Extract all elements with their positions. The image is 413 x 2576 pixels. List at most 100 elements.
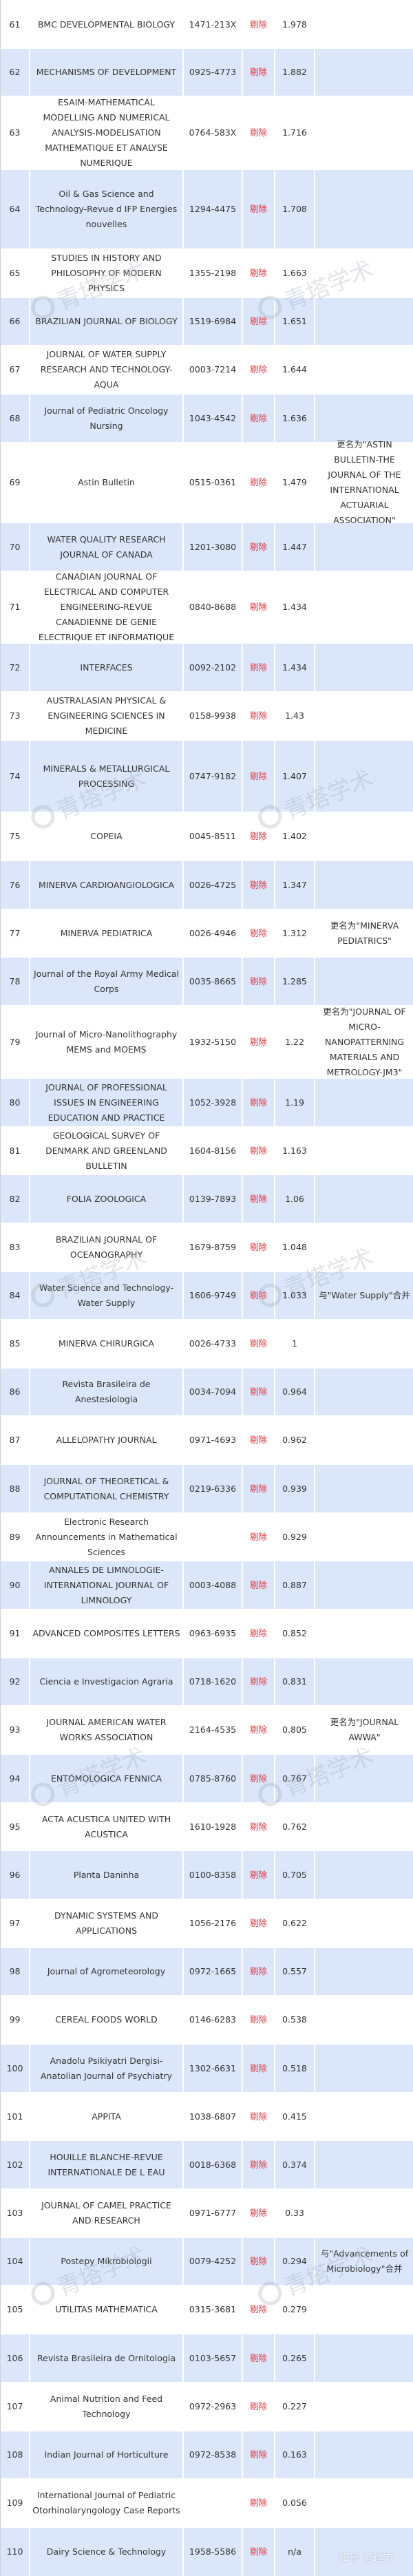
table-row: 63 ESAIM-MATHEMATICAL MODELLING AND NUMER… (1, 96, 413, 170)
issn: 1056-2176 (189, 1918, 237, 1928)
action-label: 剔除 (243, 1755, 274, 1802)
row-number: 99 (9, 2014, 21, 2025)
row-number: 71 (9, 602, 21, 612)
action-label: 剔除 (249, 1628, 267, 1638)
impact-factor: 0.33 (285, 2208, 304, 2218)
action-label: 剔除 (249, 364, 267, 374)
impact-factor: 0.962 (282, 1435, 307, 1445)
table-row: 81 GEOLOGICAL SURVEY OF DENMARK AND GREEN… (1, 1126, 413, 1175)
impact-factor: 1.163 (282, 1145, 307, 1156)
action-label: 剔除 (249, 927, 267, 938)
issn: 0219-6336 (184, 1465, 242, 1512)
journal-title: UTILITAS MATHEMATICA (55, 2304, 158, 2314)
note (315, 1465, 413, 1512)
impact-factor: 1.347 (275, 861, 314, 909)
row-number: 62 (1, 49, 29, 96)
issn: 2164-4535 (189, 1724, 237, 1735)
row-number: 73 (9, 710, 21, 721)
table-row: 103 JOURNAL OF CAMEL PRACTICE AND RESEARC… (1, 2188, 413, 2238)
note: 更名为"MINERVA PEDIATRICS" (330, 920, 399, 946)
table-row: 93 JOURNAL AMERICAN WATER WORKS ASSOCIATI… (1, 1705, 413, 1755)
impact-factor: 1 (292, 1338, 297, 1349)
note (315, 1658, 413, 1705)
impact-factor: 0.163 (275, 2431, 314, 2478)
journal-title: COPEIA (90, 831, 123, 841)
impact-factor: 1.978 (282, 19, 307, 30)
journal-title: APPITA (92, 2111, 121, 2122)
journal-title: MINERALS & METALLURGICAL PROCESSING (30, 741, 182, 812)
row-number: 68 (1, 394, 29, 442)
issn: 1519-6984 (184, 298, 242, 345)
journal-title: JOURNAL OF THEORETICAL & COMPUTATIONAL C… (30, 1465, 182, 1512)
action-label: 剔除 (243, 49, 274, 96)
journal-title: INTERFACES (30, 644, 182, 691)
journal-title: Anadolu Psikiyatri Dergisi-Anatolian Jou… (30, 2045, 182, 2092)
action-label: 剔除 (249, 602, 267, 612)
impact-factor: 0.767 (275, 1755, 314, 1802)
impact-factor: 0.415 (282, 2111, 307, 2122)
impact-factor: 1.651 (275, 298, 314, 345)
journal-title: Journal of the Royal Army Medical Corps (30, 958, 182, 1005)
issn: 0785-8760 (184, 1755, 242, 1802)
journal-title: Animal Nutrition and Feed Technology (50, 2394, 163, 2419)
note (315, 2431, 413, 2478)
note: 更名为"ASTIN BULLETIN-THE JOURNAL OF THE IN… (328, 439, 401, 525)
note (315, 2092, 413, 2141)
journal-title: Oil & Gas Science and Technology-Revue d… (30, 170, 182, 249)
note (315, 1802, 413, 1851)
note (315, 1126, 413, 1175)
action-label: 剔除 (243, 1369, 274, 1415)
issn: 1201-3080 (184, 523, 242, 571)
journal-title: ENTOMOLOGICA FENNICA (30, 1755, 182, 1802)
note (315, 345, 413, 394)
impact-factor: 0.279 (282, 2304, 307, 2314)
table-row: 82 FOLIA ZOOLOGICA 0139-7893 剔除 1.06 (1, 1175, 413, 1223)
journal-title: HOUILLE BLANCHE-REVUE INTERNATIONALE DE … (30, 2141, 182, 2188)
note (315, 49, 413, 96)
issn: 0103-5657 (184, 2334, 242, 2382)
journal-title: Journal of Agrometeorology (30, 1948, 182, 1995)
table-row: 100 Anadolu Psikiyatri Dergisi-Anatolian … (1, 2045, 413, 2092)
journal-title: Revista Brasileira de Ornitologia (30, 2334, 182, 2382)
action-label: 剔除 (243, 2141, 274, 2188)
journal-title: BRAZILIAN JOURNAL OF OCEANOGRAPHY (55, 1234, 158, 1260)
action-label: 剔除 (249, 1435, 267, 1445)
table-row: 102 HOUILLE BLANCHE-REVUE INTERNATIONALE … (1, 2141, 413, 2188)
journal-title: Postepy Mikrobiologii (30, 2238, 182, 2285)
table-row: 90 ANNALES DE LIMNOLOGIE-INTERNATIONAL JO… (1, 1561, 413, 1609)
row-number: 86 (1, 1369, 29, 1415)
note (315, 571, 413, 644)
action-label: 剔除 (243, 394, 274, 442)
note (315, 2478, 413, 2528)
note: 更名为"JOURNAL OF MICRO-NANOPATTERNING MATE… (323, 1006, 406, 1077)
issn: 0026-4725 (184, 861, 242, 909)
issn: 1606-9749 (184, 1272, 242, 1319)
impact-factor: 1.663 (282, 268, 307, 278)
journal-title: Planta Daninha (30, 1851, 182, 1899)
impact-factor: 0.705 (275, 1851, 314, 1899)
journal-title: JOURNAL AMERICAN WATER WORKS ASSOCIATION (46, 1717, 167, 1742)
issn (184, 2478, 242, 2528)
action-label: 剔除 (243, 1851, 274, 1899)
issn: 0972-8538 (184, 2431, 242, 2478)
impact-factor: 1.19 (275, 1079, 314, 1126)
journal-title: CEREAL FOODS WORLD (55, 2014, 158, 2025)
impact-factor: 0.831 (275, 1658, 314, 1705)
action-label: 剔除 (243, 861, 274, 909)
note (315, 2141, 413, 2188)
note (315, 1079, 413, 1126)
impact-factor: 0.762 (282, 1821, 307, 1832)
note (315, 2334, 413, 2382)
journal-title: BMC DEVELOPMENTAL BIOLOGY (37, 19, 176, 30)
action-label: 剔除 (243, 1465, 274, 1512)
row-number: 108 (1, 2431, 29, 2478)
impact-factor: 0.852 (282, 1628, 307, 1638)
note (315, 1369, 413, 1415)
row-number: 97 (9, 1918, 21, 1928)
action-label: 剔除 (249, 1338, 267, 1349)
table-row: 79 Journal of Micro-Nanolithography MEMS … (1, 1005, 413, 1079)
impact-factor: 1.716 (282, 127, 307, 138)
action-label: 剔除 (243, 644, 274, 691)
journal-title: WATER QUALITY RESEARCH JOURNAL OF CANADA (30, 523, 182, 571)
